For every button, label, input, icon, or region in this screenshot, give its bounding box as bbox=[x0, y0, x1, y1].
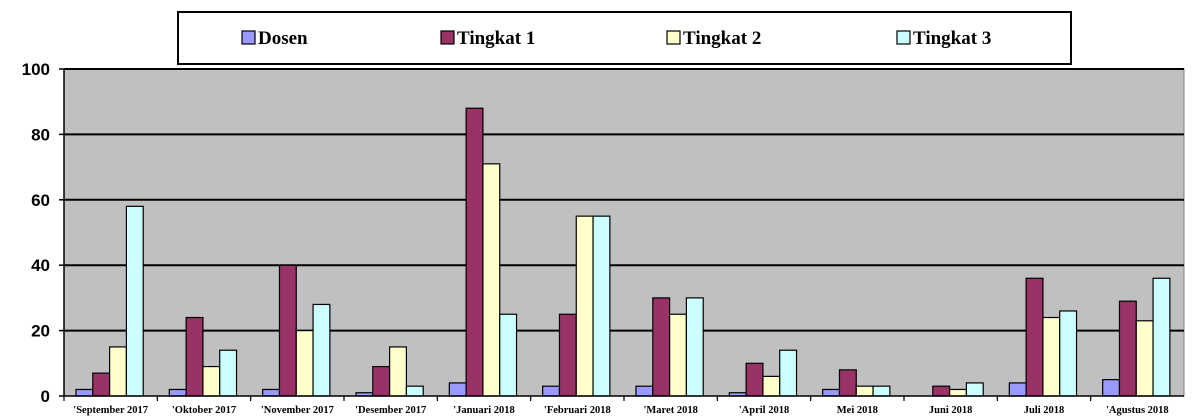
x-tick-label: 'September 2017 bbox=[73, 405, 148, 416]
x-tick-label: 'Februari 2018 bbox=[544, 405, 611, 416]
bar-tingkat-3-10 bbox=[1059, 310, 1078, 397]
y-tick-label: 0 bbox=[41, 387, 50, 406]
legend-swatch-tingkat-2 bbox=[666, 30, 681, 45]
bar-tingkat-3-11 bbox=[1152, 277, 1171, 397]
bar-tingkat-1-11 bbox=[1118, 300, 1137, 397]
bar-tingkat-2-11 bbox=[1135, 320, 1154, 397]
y-axis-ticks: 0 20 40 60 80 100 bbox=[22, 60, 64, 406]
y-tick-label: 60 bbox=[31, 191, 50, 210]
y-tick-label: 40 bbox=[31, 256, 50, 275]
x-tick-label: 'November 2017 bbox=[261, 405, 334, 416]
bar-tingkat-3-4 bbox=[499, 313, 518, 397]
bar-dosen-11 bbox=[1102, 379, 1121, 397]
legend-swatch-dosen bbox=[241, 30, 256, 45]
x-tick-label: 'Agustus 2018 bbox=[1106, 405, 1169, 416]
bar-dosen-8 bbox=[822, 388, 841, 397]
bar-dosen-0 bbox=[75, 388, 94, 397]
x-tick-label: 'Maret 2018 bbox=[643, 405, 697, 416]
gridlines bbox=[64, 68, 1184, 332]
legend-swatch-tingkat-3 bbox=[896, 30, 911, 45]
x-tick-label: Mei 2018 bbox=[837, 405, 878, 416]
bar-tingkat-1-6 bbox=[652, 297, 671, 397]
bar-tingkat-2-10 bbox=[1042, 316, 1061, 397]
bar-tingkat-2-6 bbox=[668, 313, 687, 397]
bar-tingkat-3-6 bbox=[685, 297, 704, 397]
x-tick-label: 'Oktober 2017 bbox=[172, 405, 236, 416]
x-tick-label: Juli 2018 bbox=[1024, 405, 1065, 416]
bar-tingkat-2-2 bbox=[295, 330, 314, 397]
bar-tingkat-1-4 bbox=[465, 107, 484, 397]
legend-label-tingkat-3: Tingkat 3 bbox=[913, 28, 991, 49]
bar-tingkat-3-9 bbox=[965, 382, 984, 397]
x-tick-label: 'April 2018 bbox=[739, 405, 789, 416]
legend-box bbox=[177, 11, 1072, 65]
x-tick-label: Juni 2018 bbox=[929, 405, 972, 416]
y-tick-label: 100 bbox=[22, 60, 50, 79]
bar-tingkat-3-7 bbox=[779, 349, 798, 397]
bar-tingkat-3-1 bbox=[219, 349, 238, 397]
bar-tingkat-2-0 bbox=[108, 346, 127, 397]
legend-swatch-tingkat-1 bbox=[440, 30, 455, 45]
bar-tingkat-3-8 bbox=[872, 385, 891, 397]
bar-tingkat-3-0 bbox=[125, 205, 144, 397]
legend: Dosen Tingkat 1 Tingkat 2 Tingkat 3 bbox=[241, 28, 991, 49]
bars bbox=[75, 107, 1171, 397]
bar-tingkat-2-9 bbox=[948, 388, 967, 397]
bar-tingkat-1-3 bbox=[372, 365, 391, 397]
bar-dosen-5 bbox=[542, 385, 561, 397]
bar-tingkat-1-2 bbox=[278, 264, 297, 397]
bar-tingkat-1-8 bbox=[838, 369, 857, 397]
bar-tingkat-3-3 bbox=[405, 385, 424, 397]
bar-tingkat-1-9 bbox=[932, 385, 951, 397]
bar-tingkat-1-10 bbox=[1025, 277, 1044, 397]
bar-tingkat-3-2 bbox=[312, 303, 331, 397]
bar-tingkat-2-1 bbox=[202, 365, 221, 397]
x-tick-label: 'Januari 2018 bbox=[453, 405, 515, 416]
y-tick-label: 20 bbox=[31, 322, 50, 341]
x-tick-label: 'Desember 2017 bbox=[355, 405, 426, 416]
legend-label-tingkat-1: Tingkat 1 bbox=[457, 28, 535, 49]
legend-label-dosen: Dosen bbox=[258, 28, 308, 49]
bar-dosen-2 bbox=[262, 388, 281, 397]
bar-dosen-6 bbox=[635, 385, 654, 397]
y-tick-label: 80 bbox=[31, 125, 50, 144]
bar-tingkat-1-0 bbox=[92, 372, 111, 397]
bar-tingkat-2-4 bbox=[482, 163, 501, 397]
bar-tingkat-2-3 bbox=[389, 346, 408, 397]
bar-dosen-10 bbox=[1008, 382, 1027, 397]
bar-dosen-1 bbox=[168, 388, 187, 397]
bar-tingkat-1-7 bbox=[745, 362, 764, 397]
bar-tingkat-1-5 bbox=[558, 313, 577, 397]
bar-dosen-4 bbox=[448, 382, 467, 397]
bar-tingkat-2-5 bbox=[575, 215, 594, 397]
legend-label-tingkat-2: Tingkat 2 bbox=[683, 28, 761, 49]
x-axis-ticks: 'September 2017 'Oktober 2017 'November 20… bbox=[63, 396, 1169, 416]
plot-area bbox=[63, 68, 1185, 397]
bar-tingkat-2-8 bbox=[855, 385, 874, 397]
bar-tingkat-3-5 bbox=[592, 215, 611, 397]
bar-tingkat-2-7 bbox=[762, 375, 781, 397]
bar-tingkat-1-1 bbox=[185, 316, 204, 397]
